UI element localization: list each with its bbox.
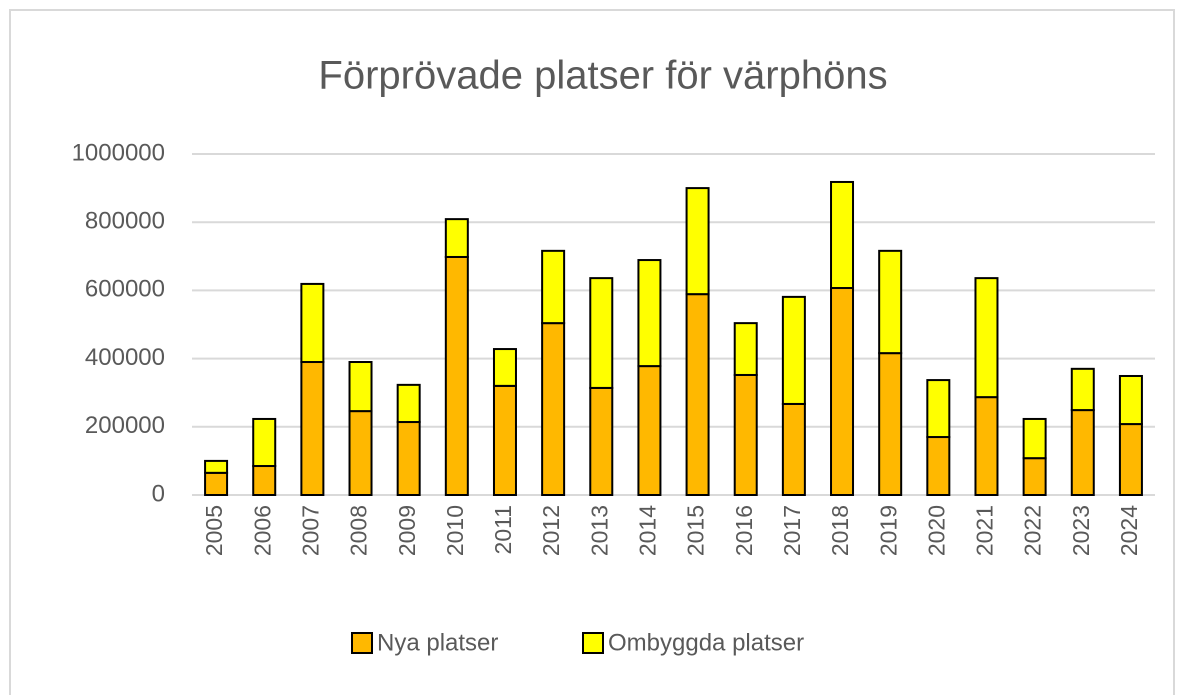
y-tick-label: 0 (152, 480, 165, 507)
legend-swatch (351, 632, 373, 654)
bar-segment (300, 361, 325, 497)
bar-segment (444, 218, 469, 258)
legend-swatch (582, 632, 604, 654)
bar-segment (733, 322, 758, 376)
bar-segment (1070, 367, 1095, 412)
x-tick-label: 2012 (538, 505, 564, 556)
bar-segment (541, 322, 566, 496)
bar-segment (974, 396, 999, 496)
bar-segment (926, 436, 951, 496)
bar-segment (878, 249, 903, 355)
x-tick-label: 2013 (586, 505, 612, 556)
bar-segment (637, 259, 662, 368)
bar-segment (974, 277, 999, 399)
x-tick-label: 2016 (731, 505, 757, 556)
bar-segment (252, 465, 277, 497)
x-tick-label: 2007 (297, 505, 323, 556)
bar-segment (733, 373, 758, 496)
bar-segment (492, 348, 517, 387)
bar-segment (878, 352, 903, 497)
x-tick-label: 2008 (346, 505, 372, 556)
bar-segment (541, 249, 566, 325)
x-tick-label: 2019 (875, 505, 901, 556)
y-tick-label: 1000000 (72, 139, 165, 166)
y-tick-label: 400000 (85, 344, 165, 371)
bar-segment (1022, 457, 1047, 496)
bar-segment (637, 365, 662, 496)
legend-label: Nya platser (377, 629, 498, 656)
bar-segment (348, 361, 373, 413)
bar-segment (685, 293, 710, 496)
x-tick-label: 2005 (201, 505, 227, 556)
bar-segment (781, 295, 806, 405)
y-tick-label: 600000 (85, 276, 165, 303)
bar-segment (300, 282, 325, 364)
x-tick-label: 2009 (394, 505, 420, 556)
x-tick-label: 2018 (827, 505, 853, 556)
bar-segment (444, 255, 469, 496)
bar-segment (1118, 423, 1143, 496)
x-tick-label: 2022 (1020, 505, 1046, 556)
bar-segment (589, 386, 614, 496)
bar-segment (926, 379, 951, 439)
x-tick-label: 2024 (1116, 505, 1142, 556)
x-tick-label: 2020 (923, 505, 949, 556)
y-tick-label: 200000 (85, 412, 165, 439)
bar-segment (685, 187, 710, 296)
x-tick-label: 2023 (1068, 505, 1094, 556)
x-tick-label: 2017 (779, 505, 805, 556)
bar-segment (1022, 417, 1047, 460)
x-tick-label: 2021 (972, 505, 998, 556)
bar-segment (396, 383, 421, 424)
legend-label: Ombyggda platser (608, 629, 804, 656)
x-tick-label: 2006 (249, 505, 275, 556)
bar-segment (396, 421, 421, 496)
bar-segment (1118, 374, 1143, 426)
bar-segment (492, 384, 517, 497)
bar-segment (348, 410, 373, 497)
x-tick-label: 2011 (490, 505, 516, 554)
x-tick-label: 2015 (683, 505, 709, 556)
bar-segment (204, 459, 229, 474)
bar-segment (252, 417, 277, 468)
bar-segment (1070, 409, 1095, 496)
bar-segment (204, 471, 229, 496)
bar-segment (781, 402, 806, 496)
x-tick-label: 2014 (635, 505, 661, 556)
bar-segment (830, 287, 855, 496)
chart-title: Förprövade platser för värphöns (318, 54, 887, 98)
bar-segment (830, 180, 855, 290)
x-tick-label: 2010 (442, 505, 468, 556)
bar-segment (589, 277, 614, 389)
y-tick-label: 800000 (85, 208, 165, 235)
